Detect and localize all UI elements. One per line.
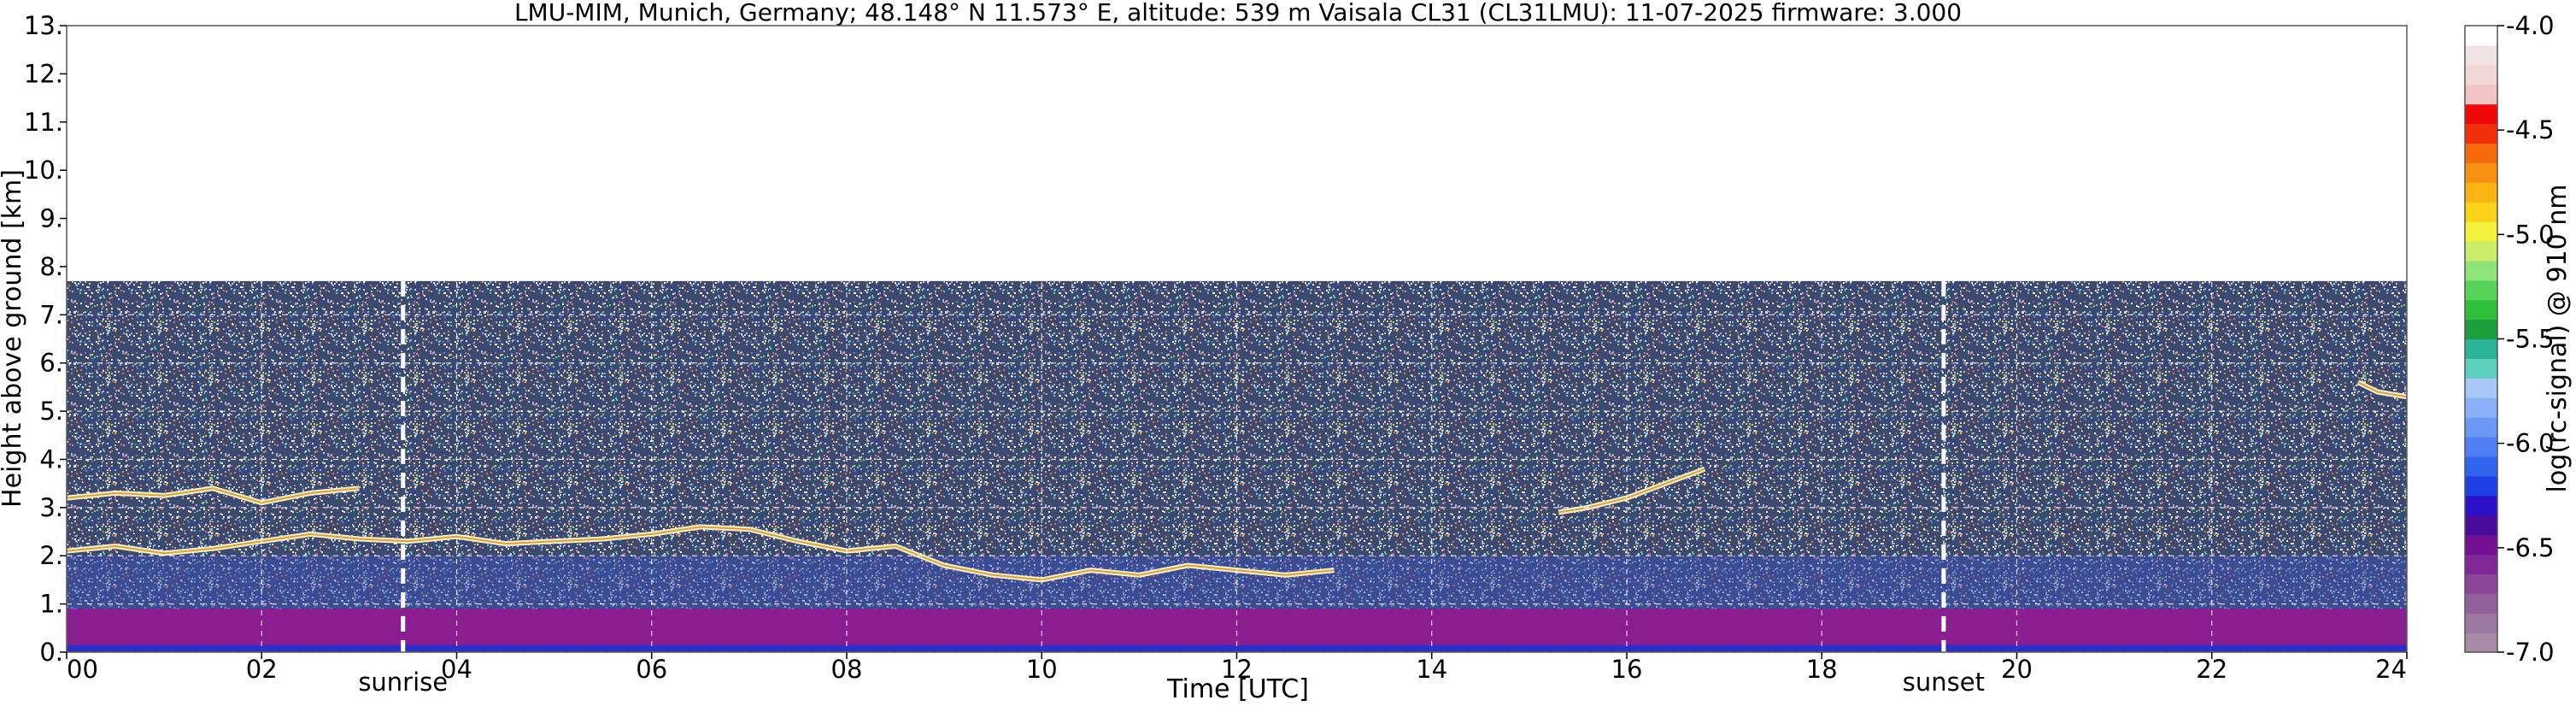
x-tick-label: 10 [1026,655,1058,684]
x-tick-label: 04 [441,655,472,684]
colorbar-segment [2465,279,2497,301]
colorbar-segment [2465,475,2497,497]
y-axis-ticks: 0. 1. 2. 3. 4. 5. 6. 7. 8. 9. 10. 11. 12. 13. [24,11,67,667]
colorbar-segment [2465,84,2497,105]
y-tick-label: 5. [39,397,63,426]
colorbar-tick-label: -6.0 [2506,429,2555,458]
chart-title: LMU-MIM, Munich, Germany; 48.148° N 11.5… [514,0,1962,26]
colorbar-segment [2465,162,2497,183]
colorbar-segment [2465,26,2497,46]
y-tick-label: 13. [24,11,63,40]
colorbar-segment [2465,260,2497,281]
x-tick-label: 00 [67,655,98,684]
y-tick-label: 3. [39,493,63,522]
colorbar-segment [2465,397,2497,418]
y-tick-label: 1. [39,590,63,619]
y-tick-label: 4. [39,444,63,474]
colorbar-segment [2465,574,2497,594]
y-tick-label: 8. [39,252,63,281]
colorbar-segment [2465,613,2497,633]
colorbar-segment [2465,358,2497,379]
colorbar-segment [2465,299,2497,321]
y-tick-label: 0. [39,638,63,667]
y-tick-label: 7. [39,300,63,329]
x-axis-ticks: 00 02 04 06 08 10 12 14 16 18 20 22 24 [66,652,2408,684]
colorbar-segment [2465,202,2497,222]
colorbar-segment [2465,534,2497,556]
sunset-label: sunset [1903,668,1985,697]
colorbar-segment [2465,123,2497,144]
colorbar-ticks: -4.0 -4.5 -5.0 -5.5 -6.0 -6.5 -7.0 [2497,11,2555,667]
colorbar-tick-label: -6.5 [2506,533,2555,562]
colorbar-segment [2465,554,2497,574]
colorbar-segment [2465,593,2497,614]
x-tick-label: 22 [2196,655,2227,684]
colorbar [2464,25,2498,653]
colorbar-tick-label: -4.0 [2506,11,2555,40]
x-tick-label: 18 [1806,655,1838,684]
sun-markers: sunrise sunset [358,280,1985,697]
colorbar-segment [2465,240,2497,262]
colorbar-segment [2465,182,2497,203]
colorbar-segment [2465,319,2497,340]
colorbar-segment [2465,143,2497,163]
x-tick-label: 16 [1611,655,1643,684]
colorbar-segment [2465,437,2497,457]
y-tick-label: 9. [39,204,63,233]
colorbar-label: log(rc-signal) @ 910 nm [2543,185,2573,493]
colorbar-tick-label: -7.0 [2506,638,2555,667]
y-tick-label: 2. [39,541,63,570]
x-tick-label: 24 [2375,655,2407,684]
colorbar-segment [2465,417,2497,438]
colorbar-segment [2465,64,2497,85]
y-tick-label: 11. [24,108,63,137]
colorbar-segment [2465,456,2497,477]
colorbar-segment [2465,221,2497,242]
colorbar-segment [2465,338,2497,360]
cloud-layer-edge-residual-layer-top [66,526,1335,581]
x-tick-label: 12 [1221,655,1253,684]
y-tick-label: 10. [24,156,63,185]
colorbar-segment [2465,495,2497,516]
y-tick-label: 6. [39,349,63,378]
colorbar-tick-label: -5.5 [2506,325,2555,354]
x-tick-label: 14 [1416,655,1447,684]
colorbar-tick-label: -4.5 [2506,115,2555,144]
colorbar-tick-label: -5.0 [2506,220,2555,249]
y-tick-label: 12. [24,59,63,88]
near-surface-band [67,644,2407,652]
colorbar-segment [2465,378,2497,398]
sunrise-label: sunrise [358,668,448,697]
x-tick-label: 20 [2001,655,2033,684]
x-tick-label: 06 [636,655,667,684]
x-tick-label: 08 [831,655,863,684]
colorbar-segment [2465,103,2497,125]
y-axis-label: Height above ground [km] [0,169,27,508]
cloud-layer-edge-upper-layer-morning [66,487,360,504]
colorbar-segment [2465,632,2497,653]
x-axis-label: Time [UTC] [1166,674,1309,704]
colorbar-segment [2465,44,2497,66]
cloud-layer-edge-evening-cloud [2357,381,2408,398]
x-tick-label: 02 [246,655,278,684]
colorbar-segment [2465,515,2497,536]
